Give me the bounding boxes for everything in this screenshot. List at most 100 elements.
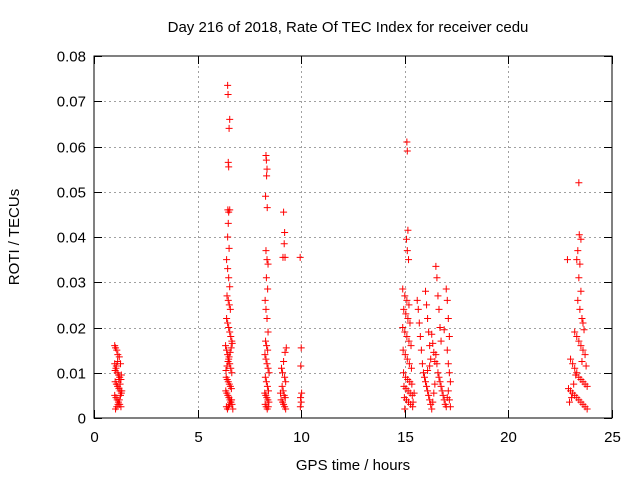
data-point bbox=[227, 364, 235, 372]
data-point bbox=[264, 260, 272, 268]
data-point bbox=[276, 389, 284, 397]
data-point bbox=[262, 156, 270, 164]
data-point bbox=[226, 115, 234, 123]
data-point bbox=[413, 296, 421, 304]
data-point bbox=[577, 235, 585, 243]
data-point bbox=[400, 369, 408, 377]
data-point bbox=[571, 328, 579, 336]
data-point bbox=[573, 333, 581, 341]
data-point bbox=[262, 305, 270, 313]
data-point bbox=[582, 362, 590, 370]
data-point bbox=[423, 382, 431, 390]
data-point bbox=[569, 360, 577, 368]
data-point bbox=[282, 405, 290, 413]
data-point bbox=[431, 380, 439, 388]
data-point bbox=[578, 314, 586, 322]
data-point bbox=[583, 382, 591, 390]
data-point bbox=[114, 400, 122, 408]
data-point bbox=[296, 253, 304, 261]
data-point bbox=[281, 394, 289, 402]
data-point bbox=[431, 357, 439, 365]
data-point bbox=[408, 380, 416, 388]
data-point bbox=[227, 333, 235, 341]
data-point bbox=[225, 274, 233, 282]
data-point bbox=[223, 346, 231, 354]
data-point bbox=[574, 247, 582, 255]
data-point bbox=[281, 373, 289, 381]
data-point bbox=[222, 366, 230, 374]
data-point bbox=[583, 405, 591, 413]
data-point bbox=[414, 305, 422, 313]
data-point bbox=[263, 172, 271, 180]
data-point bbox=[223, 314, 231, 322]
data-point bbox=[400, 305, 408, 313]
data-point bbox=[399, 346, 407, 354]
data-point bbox=[401, 351, 409, 359]
data-point bbox=[576, 260, 584, 268]
data-point bbox=[417, 346, 425, 354]
data-point bbox=[432, 262, 440, 270]
data-point bbox=[264, 285, 272, 293]
data-point bbox=[401, 292, 409, 300]
data-point bbox=[228, 339, 236, 347]
data-point bbox=[117, 371, 125, 379]
y-tick-label: 0 bbox=[78, 411, 86, 428]
x-tick-label: 15 bbox=[397, 429, 414, 446]
data-point bbox=[263, 360, 271, 368]
data-point bbox=[577, 342, 585, 350]
y-tick-label: 0.05 bbox=[57, 185, 86, 202]
data-point bbox=[115, 376, 123, 384]
data-point bbox=[407, 364, 415, 372]
data-point bbox=[261, 296, 269, 304]
data-point bbox=[264, 387, 272, 395]
data-point bbox=[434, 369, 442, 377]
x-axis-label: GPS time / hours bbox=[296, 457, 410, 474]
data-point bbox=[262, 337, 270, 345]
data-point bbox=[262, 274, 270, 282]
data-point bbox=[446, 403, 454, 411]
data-point bbox=[223, 292, 231, 300]
data-point bbox=[424, 366, 432, 374]
data-point bbox=[579, 346, 587, 354]
y-tick-label: 0.06 bbox=[57, 140, 86, 157]
y-tick-label: 0.01 bbox=[57, 366, 86, 383]
data-point bbox=[433, 274, 441, 282]
data-point bbox=[405, 337, 413, 345]
data-point bbox=[225, 163, 233, 171]
data-point bbox=[418, 360, 426, 368]
data-point bbox=[579, 319, 587, 327]
data-point bbox=[436, 324, 444, 331]
data-point bbox=[419, 369, 427, 377]
data-point bbox=[575, 274, 583, 282]
data-point bbox=[580, 326, 588, 334]
data-point bbox=[296, 403, 304, 411]
data-point bbox=[264, 364, 272, 372]
data-point bbox=[575, 337, 583, 345]
data-point bbox=[282, 378, 290, 386]
data-point bbox=[445, 369, 453, 377]
data-point bbox=[434, 292, 442, 300]
data-point bbox=[427, 355, 435, 363]
x-tick-label: 0 bbox=[90, 429, 98, 446]
data-point bbox=[403, 296, 411, 304]
data-point bbox=[225, 301, 233, 309]
data-point bbox=[280, 240, 288, 248]
data-point bbox=[225, 324, 233, 331]
data-point bbox=[225, 353, 233, 361]
data-point bbox=[279, 369, 287, 377]
data-point bbox=[227, 344, 235, 352]
data-point bbox=[264, 346, 272, 354]
data-point bbox=[263, 256, 271, 264]
data-point bbox=[227, 385, 235, 393]
y-axis-label: ROTI / TECUs bbox=[6, 189, 23, 285]
data-point bbox=[429, 398, 437, 406]
data-point bbox=[570, 380, 578, 388]
data-points bbox=[111, 81, 591, 413]
data-point bbox=[437, 337, 445, 345]
data-point bbox=[410, 389, 418, 397]
data-point bbox=[281, 348, 289, 356]
data-point bbox=[423, 301, 431, 309]
data-point bbox=[567, 355, 575, 363]
y-tick-label: 0.02 bbox=[57, 321, 86, 338]
